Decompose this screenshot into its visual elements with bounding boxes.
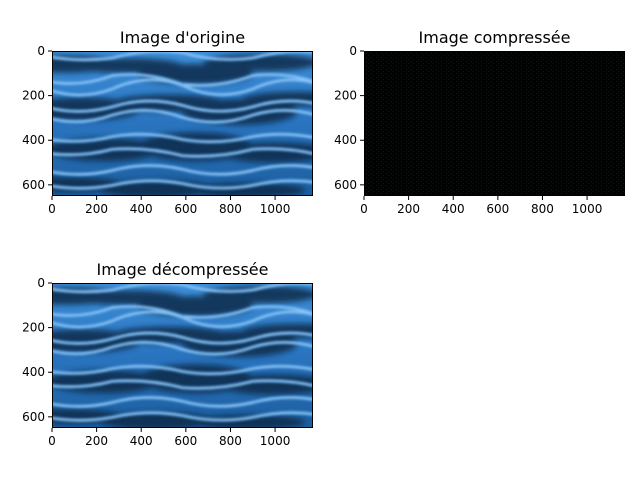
subplot-3: Image décompressée 0 200 400 600 800 1000 0 200 4…	[22, 260, 313, 448]
y-tick-label: 0	[349, 44, 357, 58]
image-pixels	[364, 51, 625, 196]
x-tick-label: 800	[219, 434, 242, 448]
axes-frame	[52, 283, 313, 428]
x-tick-label: 200	[85, 434, 108, 448]
subplot-title: Image d'origine	[120, 28, 245, 47]
y-tick-label: 600	[22, 178, 45, 192]
x-tick-label: 1000	[260, 434, 291, 448]
y-tick-label: 200	[22, 321, 45, 335]
y-tick-label: 400	[334, 133, 357, 147]
x-tick-label: 600	[174, 202, 197, 216]
subplot-title: Image compressée	[419, 28, 571, 47]
x-tick-label: 800	[531, 202, 554, 216]
x-tick-label: 0	[48, 434, 56, 448]
x-tick-label: 200	[397, 202, 420, 216]
axes-frame	[52, 51, 313, 196]
x-tick-label: 600	[486, 202, 509, 216]
x-tick-label: 400	[442, 202, 465, 216]
subplot-title: Image décompressée	[97, 260, 269, 279]
x-tick-label: 400	[130, 434, 153, 448]
y-tick-label: 0	[37, 276, 45, 290]
subplot-2: Image compressée 0 200 400 600 800 1000 0 200 400…	[334, 28, 625, 216]
image-pixels	[52, 51, 313, 196]
x-tick-label: 400	[130, 202, 153, 216]
x-tick-label: 600	[174, 434, 197, 448]
x-tick-label: 200	[85, 202, 108, 216]
x-tick-label: 0	[360, 202, 368, 216]
y-tick-label: 400	[22, 133, 45, 147]
axes-frame	[364, 51, 625, 196]
y-tick-label: 400	[22, 365, 45, 379]
y-tick-label: 200	[22, 89, 45, 103]
y-tick-label: 200	[334, 89, 357, 103]
x-tick-label: 1000	[572, 202, 603, 216]
subplot-1: Image d'origine 0 200 400 600 800 1000 0 200 400 6…	[22, 28, 313, 216]
image-pixels	[52, 283, 313, 428]
x-tick-label: 1000	[260, 202, 291, 216]
y-tick-label: 600	[22, 410, 45, 424]
y-tick-label: 0	[37, 44, 45, 58]
x-tick-label: 800	[219, 202, 242, 216]
x-tick-label: 0	[48, 202, 56, 216]
y-tick-label: 600	[334, 178, 357, 192]
